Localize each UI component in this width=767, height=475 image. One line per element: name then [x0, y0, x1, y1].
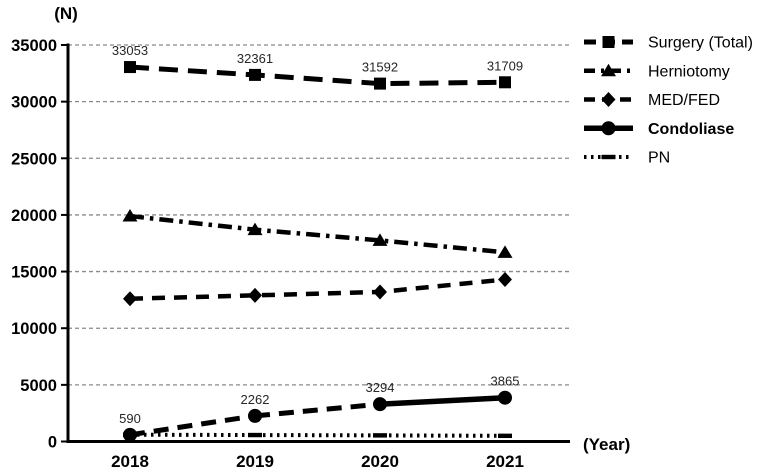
- legend-item-pn: PN: [584, 150, 670, 167]
- data-series: 33053 32361 31592 31709 590 2262 3294 3865: [112, 43, 523, 442]
- surgery-total-marker-square: [124, 61, 136, 74]
- legend-item-herniotomy: Herniotomy: [584, 63, 730, 80]
- y-axis-tick-label: 5000: [20, 377, 57, 395]
- data-label-condoliase: 2262: [241, 392, 270, 407]
- legend-item-label: Surgery (Total): [648, 35, 753, 52]
- series-condoliase: 590 2262 3294 3865: [119, 374, 519, 442]
- data-label-surgery-total: 32361: [237, 51, 273, 66]
- legend-marker-triangle: [601, 63, 616, 77]
- y-axis-tick-label: 10000: [11, 320, 57, 338]
- y-axis-tick-label: 0: [48, 434, 57, 452]
- series-line-med-fed: [129, 277, 506, 302]
- x-axis-tick-label: 2018: [111, 452, 149, 471]
- y-axis-tick-label: 25000: [11, 150, 57, 168]
- data-label-condoliase: 590: [119, 411, 141, 426]
- med-fed-marker-diamond: [373, 284, 387, 300]
- legend-marker-diamond: [601, 92, 616, 107]
- series-surgery-total: 33053 32361 31592 31709: [112, 43, 523, 90]
- x-axis-unit-label: (Year): [583, 435, 630, 454]
- legend-item-label: Condoliase: [648, 121, 734, 138]
- series-line-surgery-total: [129, 64, 506, 87]
- herniotomy-marker-triangle: [497, 245, 513, 258]
- legend-item-label: PN: [648, 150, 670, 167]
- pn-marker-dash: [123, 432, 137, 437]
- series-pn: [123, 432, 512, 439]
- legend: Surgery (Total) Herniotomy MED/FED Condolia…: [584, 35, 753, 167]
- data-label-condoliase: 3294: [366, 380, 395, 395]
- y-axis-tick-label: 20000: [11, 207, 57, 225]
- legend-marker-circle: [601, 121, 616, 136]
- condoliase-marker-circle: [498, 390, 512, 405]
- pn-marker-dash: [373, 433, 387, 438]
- med-fed-marker-diamond: [248, 287, 262, 303]
- series-line-herniotomy: [129, 213, 506, 255]
- series-line-condoliase: [379, 394, 506, 407]
- data-label-surgery-total: 33053: [112, 43, 148, 58]
- gridlines: [68, 44, 569, 386]
- surgery-total-marker-square: [499, 76, 511, 89]
- series-line-pn: [129, 432, 506, 438]
- surgery-total-marker-square: [374, 77, 386, 90]
- x-axis-tick-label: 2020: [361, 452, 399, 471]
- med-fed-marker-diamond: [123, 291, 137, 307]
- y-axis-tick-label: 15000: [11, 264, 57, 282]
- series-line-condoliase: [254, 401, 381, 419]
- surgery-total-marker-square: [249, 68, 261, 81]
- axes: 0 5000 10000 15000 20000 25000 30000 35000 2018 2…: [11, 37, 570, 471]
- legend-marker-dash: [601, 154, 616, 160]
- x-axis-tick-label: 2019: [236, 452, 274, 471]
- herniotomy-marker-triangle: [122, 209, 138, 222]
- condoliase-marker-circle: [248, 408, 262, 423]
- legend-item-med-fed: MED/FED: [584, 92, 720, 109]
- y-axis-tick-label: 35000: [11, 37, 57, 55]
- y-axis-tick-label: 30000: [11, 94, 57, 112]
- data-label-surgery-total: 31709: [487, 58, 523, 73]
- herniotomy-marker-triangle: [247, 222, 263, 236]
- x-axis-tick-label: 2021: [486, 452, 524, 471]
- legend-item-label: Herniotomy: [648, 63, 730, 80]
- series-med-fed: [123, 272, 512, 307]
- series-line-condoliase: [129, 413, 256, 438]
- data-label-surgery-total: 31592: [362, 60, 398, 75]
- series-herniotomy: [122, 209, 513, 258]
- data-label-condoliase: 3865: [491, 374, 520, 389]
- legend-item-surgery-total: Surgery (Total): [584, 35, 753, 52]
- legend-marker-square: [602, 36, 615, 48]
- med-fed-marker-diamond: [498, 272, 512, 288]
- pn-marker-dash: [498, 433, 512, 439]
- y-axis-unit-label: (N): [54, 4, 78, 23]
- legend-item-label: MED/FED: [648, 92, 720, 109]
- condoliase-marker-circle: [373, 397, 387, 412]
- legend-item-condoliase: Condoliase: [584, 121, 734, 138]
- pn-marker-dash: [248, 432, 262, 438]
- herniotomy-marker-triangle: [372, 233, 388, 246]
